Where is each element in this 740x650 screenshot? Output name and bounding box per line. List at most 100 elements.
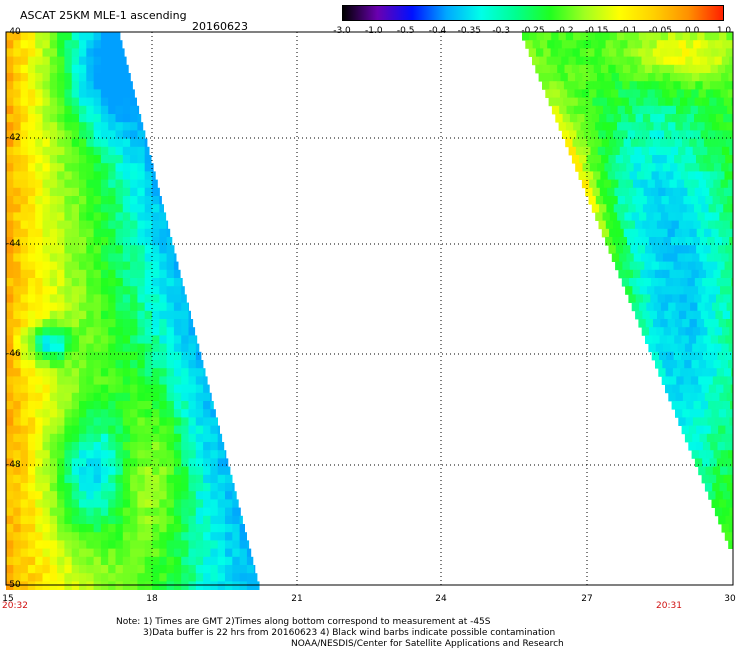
swath-cell bbox=[188, 310, 191, 320]
swath-cell bbox=[100, 228, 109, 238]
swath-cell bbox=[130, 491, 138, 500]
swath-cell bbox=[64, 302, 73, 312]
swath-cell bbox=[166, 540, 175, 549]
color-scale-label: -0.25 bbox=[521, 26, 545, 36]
swath-cell bbox=[42, 425, 51, 435]
swath-cell bbox=[152, 573, 160, 582]
swath-cell bbox=[42, 278, 51, 287]
swath-cell bbox=[27, 442, 36, 451]
swath-cell bbox=[173, 417, 182, 426]
swath-cell bbox=[592, 187, 601, 197]
swath-cell bbox=[585, 81, 594, 90]
swath-cell bbox=[173, 384, 182, 394]
swath-cell bbox=[130, 130, 138, 139]
swath-cell bbox=[702, 187, 710, 197]
swath-cell bbox=[562, 114, 571, 123]
swath-cell bbox=[561, 130, 570, 139]
swath-cell bbox=[696, 228, 705, 238]
swath-cell bbox=[6, 130, 14, 139]
swath-cell bbox=[57, 138, 65, 148]
swath-cell bbox=[225, 581, 233, 590]
swath-cell bbox=[108, 409, 116, 418]
swath-cell bbox=[554, 40, 563, 49]
swath-cell bbox=[137, 171, 146, 180]
swath-cell bbox=[20, 376, 29, 385]
swath-cell bbox=[166, 228, 171, 238]
swath-cell bbox=[71, 417, 80, 426]
swath-cell bbox=[181, 450, 189, 459]
swath-cell bbox=[57, 269, 65, 279]
swath-cell bbox=[728, 360, 733, 369]
swath-cell bbox=[714, 433, 722, 443]
swath-cell bbox=[115, 146, 124, 156]
swath-cell bbox=[86, 483, 94, 492]
swath-cell bbox=[130, 409, 138, 418]
swath-cell bbox=[225, 507, 233, 517]
swath-cell bbox=[86, 417, 94, 426]
swath-cell bbox=[543, 48, 551, 57]
swath-cell bbox=[605, 237, 613, 246]
swath-cell bbox=[93, 204, 102, 213]
swath-cell bbox=[173, 442, 182, 451]
swath-cell bbox=[137, 548, 146, 558]
swath-cell bbox=[565, 32, 574, 41]
swath-cell bbox=[664, 294, 673, 303]
swath-cell bbox=[166, 343, 175, 353]
swath-cell bbox=[712, 105, 721, 115]
swath-cell bbox=[6, 466, 14, 476]
swath-cell bbox=[641, 146, 650, 156]
swath-cell bbox=[122, 417, 131, 426]
swath-cell bbox=[173, 474, 182, 484]
swath-cell bbox=[6, 228, 14, 238]
swath-cell bbox=[571, 81, 579, 90]
swath-cell bbox=[152, 474, 160, 484]
swath-cell bbox=[726, 499, 733, 508]
color-scale-label: -0.35 bbox=[457, 26, 481, 36]
swath-cell bbox=[100, 155, 109, 164]
swath-cell bbox=[86, 360, 94, 369]
swath-cell bbox=[20, 384, 29, 394]
swath-cell bbox=[712, 286, 721, 295]
swath-cell bbox=[100, 491, 109, 500]
swath-cell bbox=[42, 384, 51, 394]
swath-cell bbox=[122, 261, 131, 271]
swath-cell bbox=[108, 401, 116, 410]
swath-cell bbox=[6, 327, 14, 336]
swath-cell bbox=[27, 401, 36, 410]
swath-cell bbox=[672, 187, 681, 197]
swath-cell bbox=[195, 343, 200, 353]
swath-cell bbox=[195, 483, 204, 492]
swath-cell bbox=[636, 81, 645, 90]
swath-cell bbox=[688, 64, 697, 74]
swath-cell bbox=[57, 286, 65, 295]
swath-cell bbox=[719, 105, 728, 115]
swath-cell bbox=[144, 466, 153, 476]
swath-cell bbox=[652, 245, 660, 254]
time-right: 20:31 bbox=[656, 601, 682, 611]
swath-cell bbox=[64, 319, 73, 328]
swath-cell bbox=[696, 335, 704, 344]
swath-cell bbox=[20, 163, 29, 172]
swath-cell bbox=[27, 245, 36, 254]
swath-cell bbox=[634, 56, 642, 66]
swath-cell bbox=[152, 466, 160, 476]
swath-cell bbox=[625, 286, 633, 295]
swath-cell bbox=[79, 483, 87, 492]
swath-cell bbox=[203, 442, 211, 451]
swath-cell bbox=[166, 425, 175, 435]
swath-cell bbox=[699, 343, 708, 353]
swath-cell bbox=[130, 573, 138, 582]
swath-cell bbox=[49, 81, 58, 90]
swath-cell bbox=[662, 269, 670, 279]
swath-cell bbox=[210, 425, 219, 435]
swath-cell bbox=[181, 425, 189, 435]
swath-cell bbox=[93, 212, 102, 221]
swath-cell bbox=[122, 310, 131, 320]
swath-cell bbox=[20, 179, 29, 189]
swath-cell bbox=[86, 581, 94, 590]
swath-cell bbox=[173, 532, 182, 541]
swath-cell bbox=[232, 565, 240, 574]
swath-cell bbox=[86, 409, 94, 418]
swath-cell bbox=[49, 450, 58, 459]
swath-cell bbox=[100, 433, 109, 443]
